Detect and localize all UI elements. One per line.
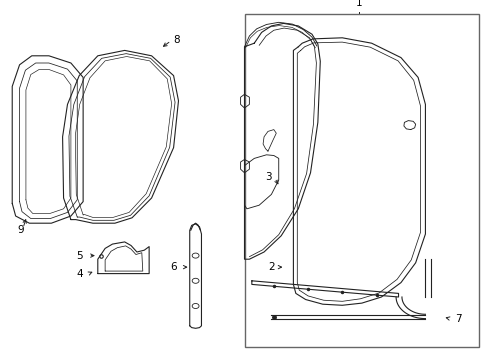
Text: 8: 8 [173,35,180,45]
Text: 6: 6 [170,262,177,272]
Text: 9: 9 [17,225,24,235]
Text: 1: 1 [355,0,362,8]
Text: 3: 3 [264,172,271,182]
Text: 2: 2 [267,262,274,272]
Text: 4: 4 [76,269,83,279]
Bar [245,14,478,347]
Text: 5: 5 [76,251,83,261]
Text: 7: 7 [454,314,461,324]
